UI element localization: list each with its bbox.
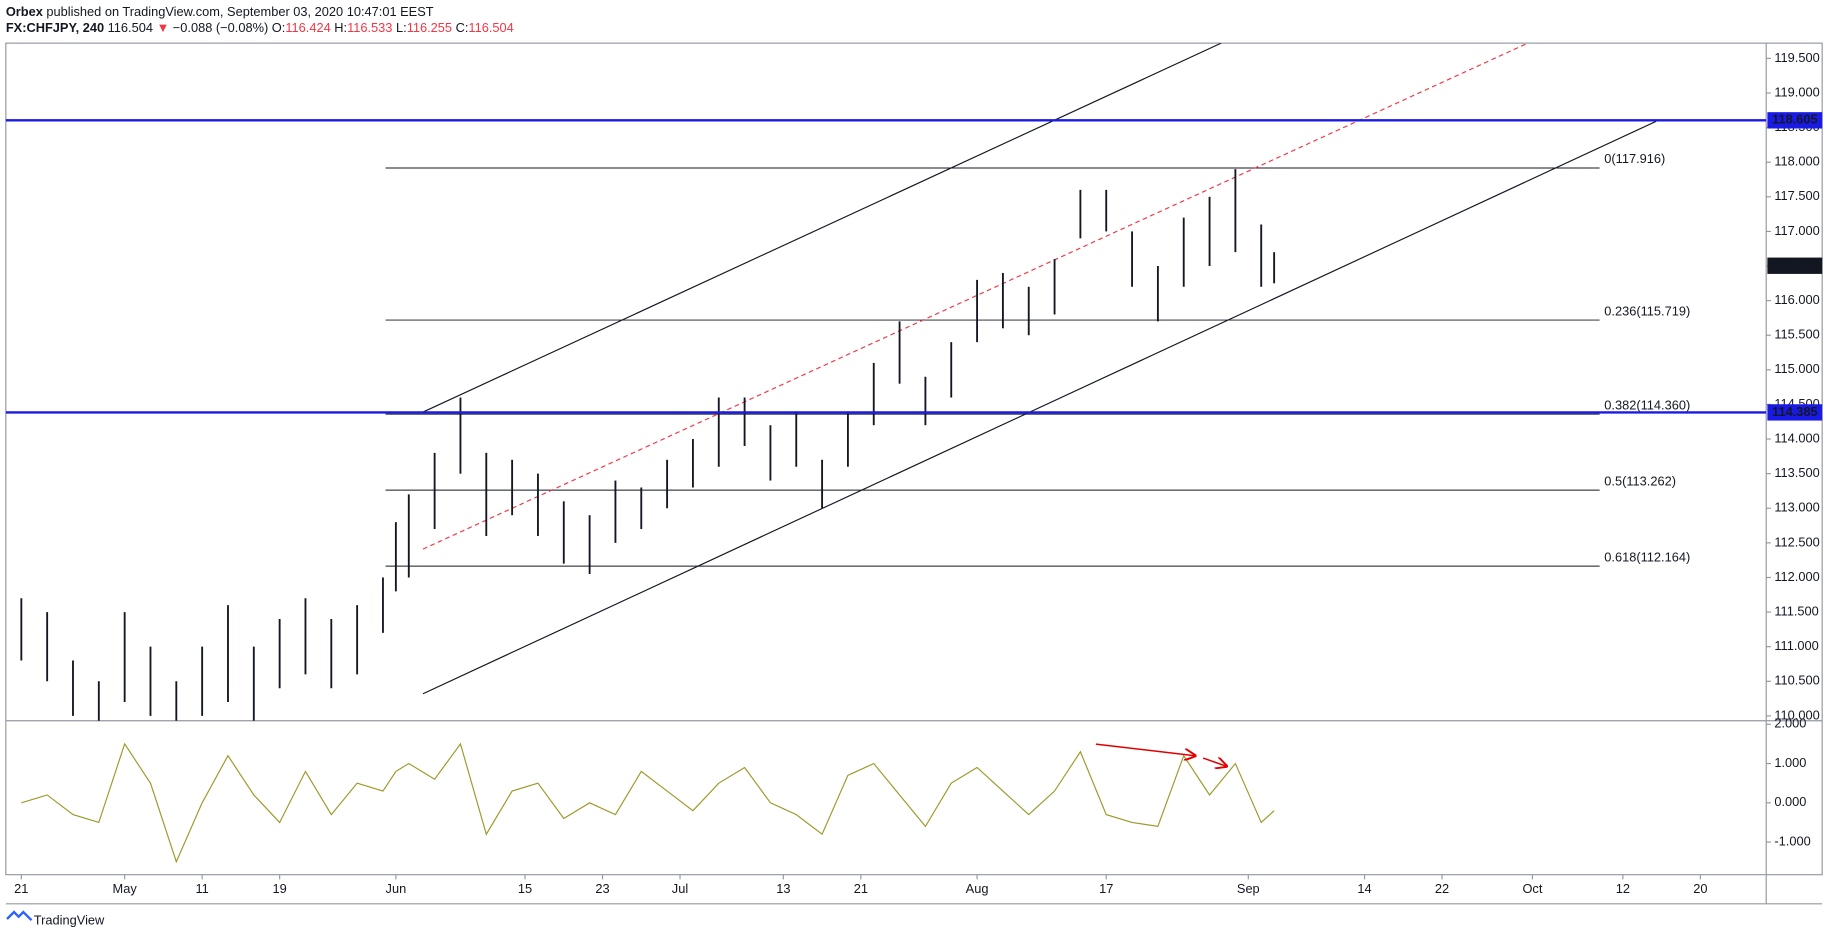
x-tick-label: Oct <box>1522 881 1542 896</box>
y-tick-label: 110.500 <box>1774 673 1819 688</box>
change-arrow: ▼ <box>157 21 170 36</box>
y-tick-label: 110.000 <box>1774 707 1819 722</box>
last-price-box <box>1767 257 1823 274</box>
header-line-2: FX:CHFJPY, 240 116.504 ▼ −0.088 (−0.08%)… <box>6 21 514 36</box>
y-tick-label: 118.000 <box>1774 154 1819 169</box>
symbol: FX:CHFJPY, 240 <box>6 21 104 36</box>
open: 116.424 <box>285 21 330 36</box>
y-tick-label: 117.500 <box>1774 188 1819 203</box>
x-tick-label: 20 <box>1693 881 1707 896</box>
price-label-box <box>1767 404 1823 421</box>
y-tick-label: 119.000 <box>1774 84 1819 99</box>
header-line-1: Orbex published on TradingView.com, Sept… <box>6 4 434 19</box>
y-tick-label: 116.000 <box>1774 292 1819 307</box>
oscillator-line <box>21 742 1275 864</box>
publisher: Orbex <box>6 4 44 19</box>
y-tick-label: 112.500 <box>1774 534 1819 549</box>
fib-label: 0(117.916) <box>1604 151 1665 166</box>
change: −0.088 (−0.08%) <box>173 21 268 36</box>
trend-line <box>422 43 1529 550</box>
x-tick-label: Jun <box>386 881 407 896</box>
x-tick-label: 21 <box>14 881 28 896</box>
open-label: O: <box>272 21 286 36</box>
y-tick-label: 0.000 <box>1774 794 1806 809</box>
y-tick-label: 115.000 <box>1774 361 1819 376</box>
annotation-arrow <box>1095 743 1195 756</box>
last: 116.504 <box>108 21 153 36</box>
y-tick-label: 117.000 <box>1774 223 1819 238</box>
y-tick-label: 114.000 <box>1774 430 1819 445</box>
last-price-label: 116.504 <box>1772 257 1818 272</box>
high: 116.533 <box>347 21 392 36</box>
x-tick-label: Aug <box>966 881 989 896</box>
close-label: C: <box>456 21 469 36</box>
y-tick-label: 2.000 <box>1774 716 1806 731</box>
price-pane: 0(117.916) 0.236(115.719) 0.382(114.360) 0.… <box>5 43 1767 721</box>
low-label: L: <box>396 21 407 36</box>
fib-label: 0.382(114.360) <box>1604 397 1690 412</box>
brand: TradingView <box>34 913 105 928</box>
trend-line <box>422 120 1657 695</box>
y-tick-label: 111.000 <box>1774 638 1818 653</box>
price-label-box <box>1767 112 1823 129</box>
oscillator-pane <box>21 742 1275 864</box>
y-tick-label: -1.000 <box>1774 833 1810 848</box>
x-tick-label: 12 <box>1616 881 1630 896</box>
y-tick-label: 1.000 <box>1774 755 1806 770</box>
x-tick-label: 13 <box>776 881 790 896</box>
x-tick-label: Jul <box>672 881 688 896</box>
x-tick-label: 21 <box>854 881 868 896</box>
fib-label: 0.5(113.262) <box>1604 473 1676 488</box>
frame <box>5 42 1823 876</box>
price-label: 118.605 <box>1772 112 1818 127</box>
y-tick-label: 113.500 <box>1774 465 1819 480</box>
x-tick-label: 15 <box>518 881 532 896</box>
axes: 110.000110.500111.000111.500112.000112.5… <box>14 50 1823 896</box>
price-label: 114.385 <box>1772 404 1818 419</box>
y-tick-label: 119.500 <box>1774 50 1819 65</box>
annotation-arrow <box>1202 758 1226 766</box>
y-tick-label: 113.000 <box>1774 500 1819 515</box>
fib-label: 0.236(115.719) <box>1604 303 1690 318</box>
trend-line <box>422 43 1222 413</box>
x-tick-label: 22 <box>1435 881 1449 896</box>
close: 116.504 <box>468 21 513 36</box>
high-label: H: <box>334 21 347 36</box>
low: 116.255 <box>407 21 452 36</box>
x-tick-label: 23 <box>595 881 609 896</box>
published: published on TradingView.com, September … <box>46 4 433 19</box>
brand-logo <box>6 910 33 921</box>
x-tick-label: May <box>113 881 138 896</box>
x-tick-label: 17 <box>1099 881 1113 896</box>
x-tick-label: Sep <box>1237 881 1260 896</box>
y-tick-label: 111.500 <box>1774 603 1818 618</box>
x-tick-label: 19 <box>273 881 287 896</box>
fib-label: 0.618(112.164) <box>1604 549 1690 564</box>
x-tick-label: 14 <box>1357 881 1371 896</box>
y-tick-label: 115.500 <box>1774 327 1819 342</box>
x-tick-label: 11 <box>195 881 208 896</box>
y-tick-label: 112.000 <box>1774 569 1819 584</box>
